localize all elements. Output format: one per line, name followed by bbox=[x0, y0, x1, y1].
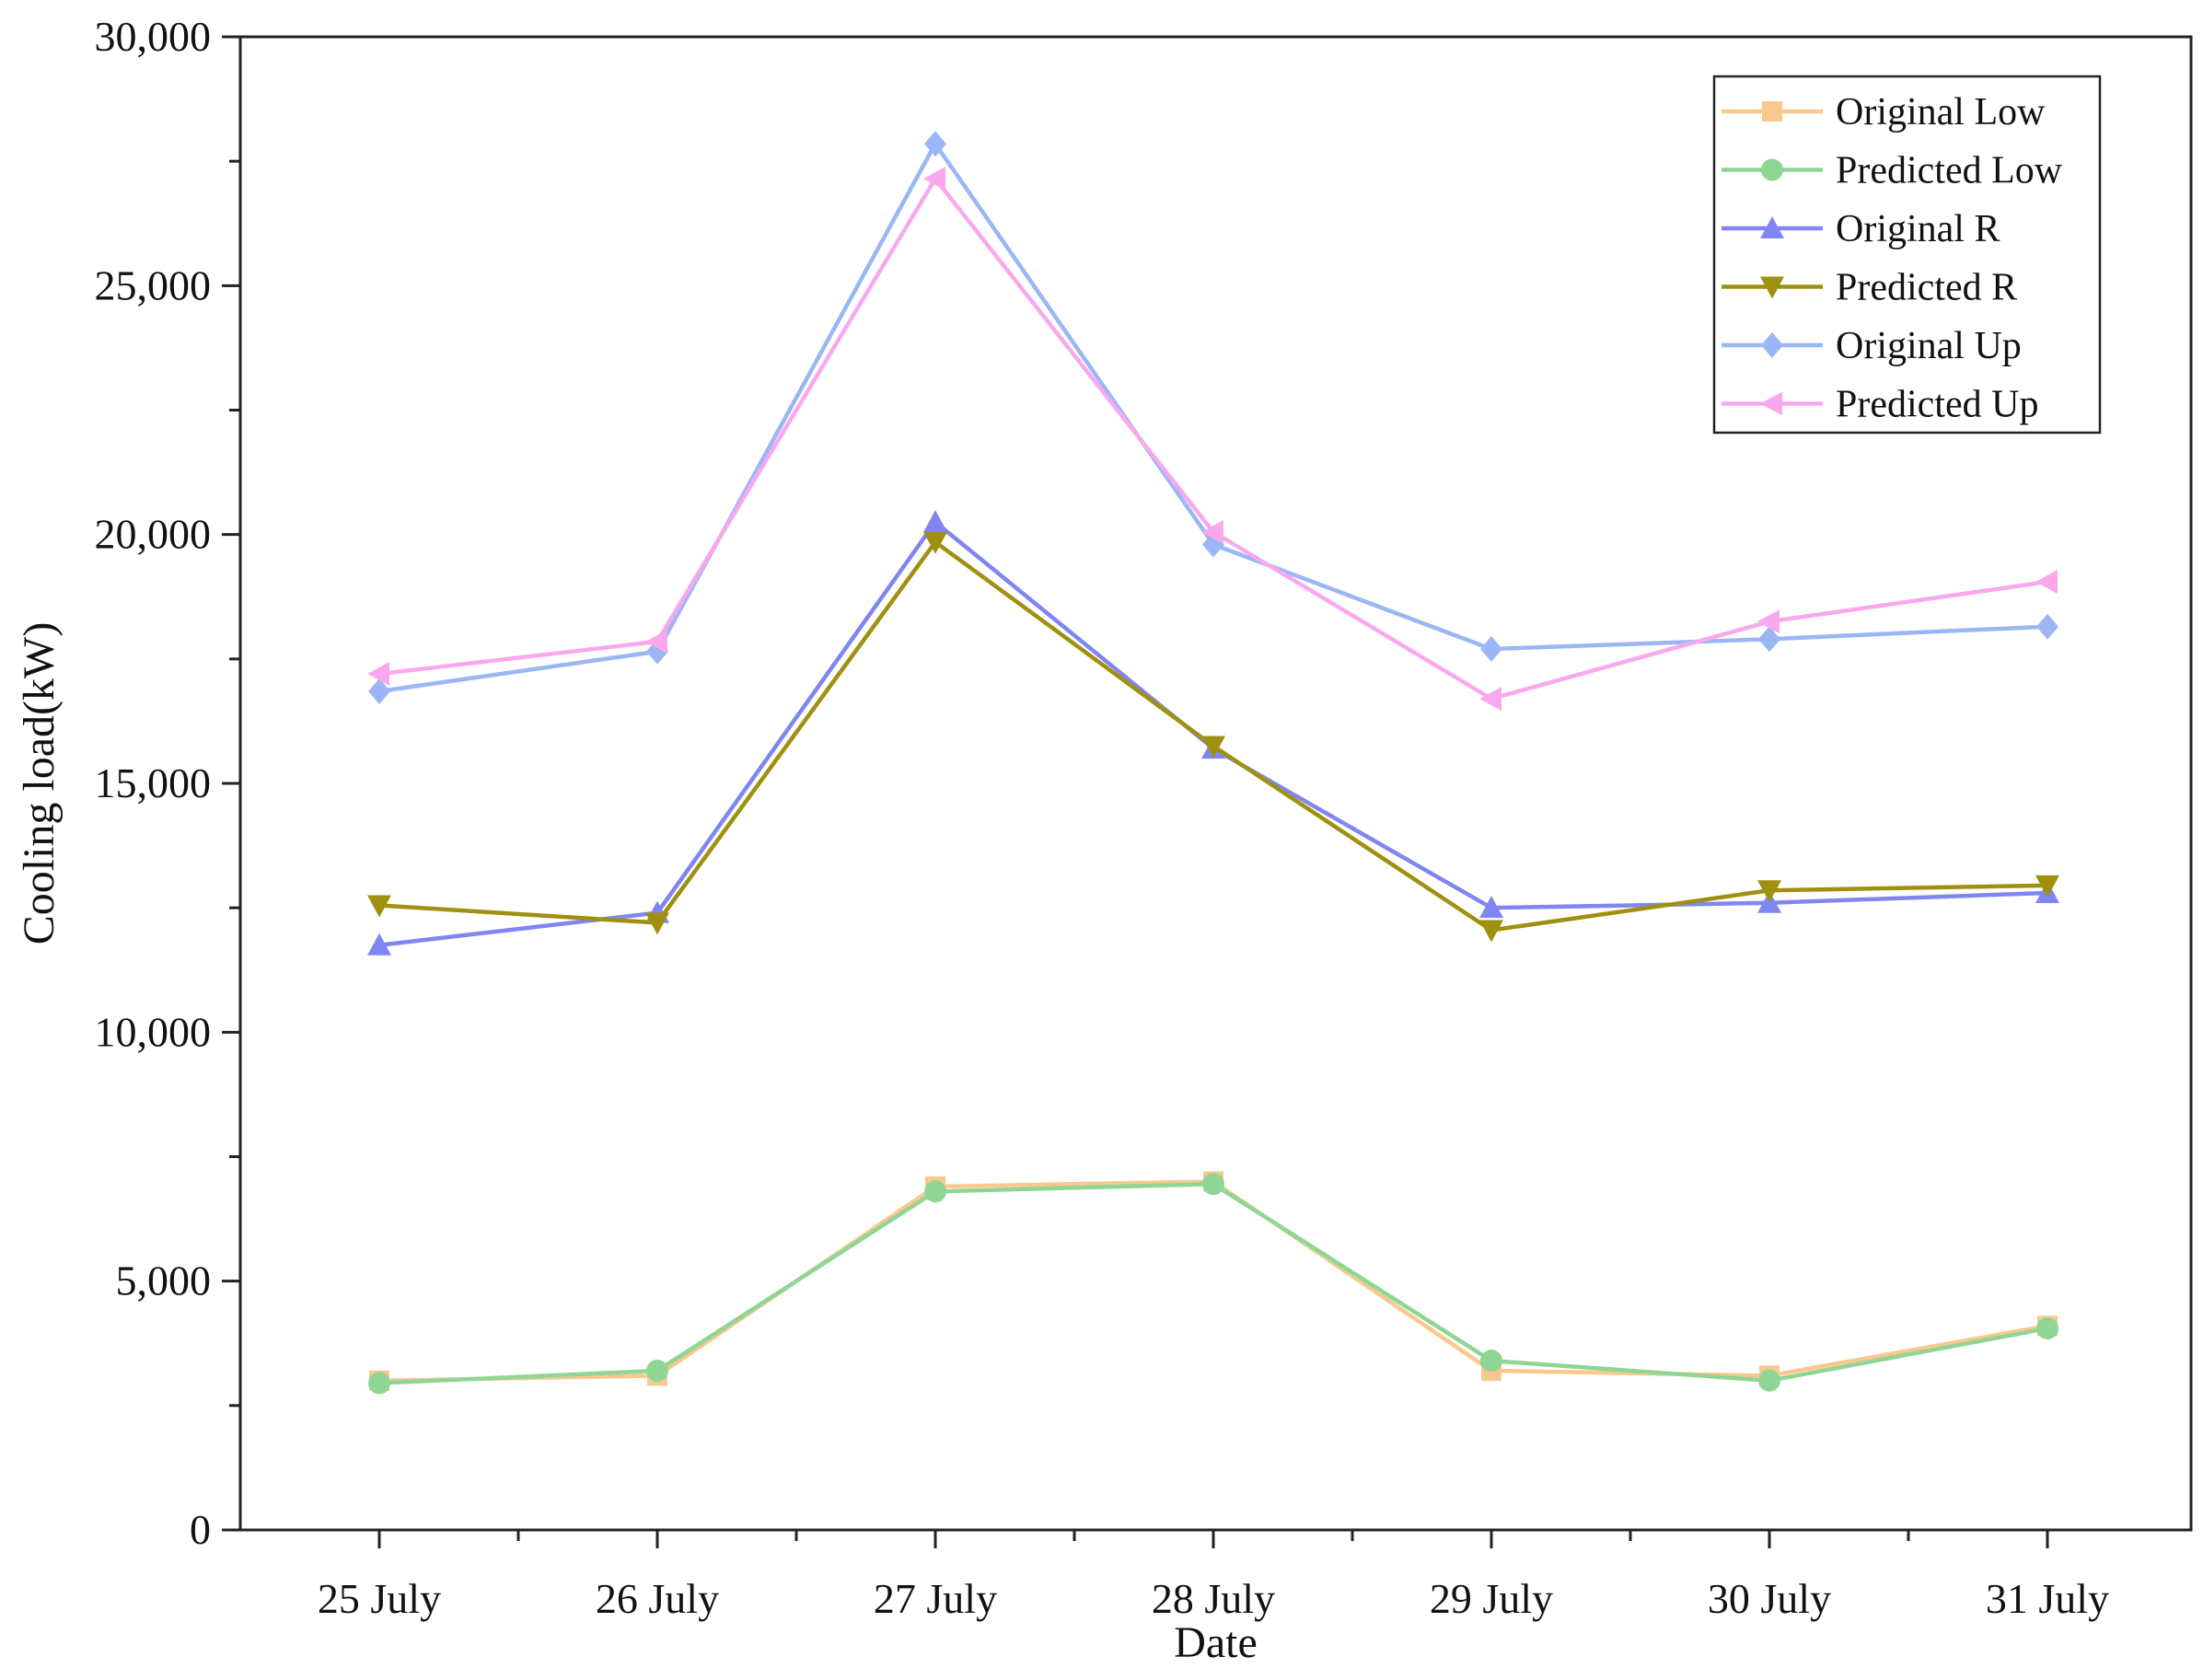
data-point-original-up bbox=[368, 678, 390, 704]
series-predicted-r bbox=[367, 531, 2059, 943]
data-point-predicted-low bbox=[1758, 1369, 1780, 1392]
series-line-original-low bbox=[378, 1179, 2048, 1384]
series-original-up bbox=[368, 131, 2058, 704]
series-predicted-up bbox=[367, 167, 2058, 712]
legend-marker-original-low bbox=[1762, 101, 1782, 122]
legend-label-original-r: Original R bbox=[1836, 208, 2000, 250]
x-tick-label: 30 July bbox=[1708, 1575, 1831, 1622]
legend-item-original-low: Original Low bbox=[1722, 91, 2046, 133]
x-tick-label: 25 July bbox=[318, 1575, 441, 1622]
data-point-predicted-r bbox=[2035, 875, 2059, 898]
x-tick-label: 27 July bbox=[874, 1575, 997, 1622]
series-layer bbox=[367, 131, 2059, 1395]
y-tick-label: 25,000 bbox=[95, 261, 212, 308]
data-point-predicted-r bbox=[367, 895, 391, 918]
y-tick-label: 20,000 bbox=[95, 511, 212, 558]
legend-item-predicted-low: Predicted Low bbox=[1722, 150, 2063, 192]
x-tick-label: 28 July bbox=[1152, 1575, 1275, 1622]
data-point-predicted-up bbox=[645, 629, 667, 654]
data-point-predicted-low bbox=[1480, 1350, 1502, 1373]
data-point-predicted-r bbox=[923, 531, 947, 554]
x-tick-label: 29 July bbox=[1430, 1575, 1553, 1622]
legend-box bbox=[1712, 75, 2102, 434]
data-point-predicted-r bbox=[1479, 920, 1503, 943]
y-tick-label: 15,000 bbox=[95, 759, 212, 806]
data-point-predicted-up bbox=[1479, 687, 1502, 712]
series-predicted-low bbox=[368, 1173, 2058, 1395]
series-line-original-r bbox=[378, 519, 2048, 947]
legend-label-predicted-low: Predicted Low bbox=[1836, 150, 2063, 192]
data-point-predicted-r bbox=[1757, 880, 1781, 903]
y-axis-title: Cooling load(kW) bbox=[15, 622, 64, 945]
data-point-original-up bbox=[1480, 636, 1502, 663]
legend-label-predicted-r: Predicted R bbox=[1836, 267, 2017, 309]
data-point-original-r bbox=[923, 510, 947, 533]
data-point-predicted-r bbox=[1201, 736, 1225, 759]
y-tick-label: 5,000 bbox=[116, 1257, 212, 1304]
legend-label-original-low: Original Low bbox=[1836, 91, 2046, 133]
data-point-predicted-up bbox=[1201, 519, 1223, 544]
legend-label-original-up: Original Up bbox=[1836, 325, 2022, 367]
legend-label-predicted-up: Predicted Up bbox=[1836, 384, 2038, 426]
x-axis-title: Date bbox=[1174, 1618, 1258, 1667]
data-point-predicted-low bbox=[2036, 1317, 2058, 1340]
x-tick-label: 31 July bbox=[1986, 1575, 2109, 1622]
legend-item-original-up: Original Up bbox=[1722, 325, 2022, 367]
legend: Original Low Predicted Low Original R Predi… bbox=[1712, 75, 2102, 434]
y-axis: 0 5,000 10,000 15,000 20,000 25,000 30,000 bbox=[95, 13, 240, 1553]
series-line-predicted-low bbox=[378, 1181, 2048, 1385]
data-point-original-up bbox=[1758, 626, 1780, 653]
data-point-predicted-low bbox=[1202, 1173, 1224, 1196]
legend-marker-predicted-up bbox=[1760, 391, 1782, 416]
legend-marker-predicted-low bbox=[1761, 158, 1783, 181]
legend-marker-original-up bbox=[1761, 332, 1783, 358]
data-point-original-up bbox=[924, 131, 946, 157]
data-point-predicted-low bbox=[924, 1180, 946, 1203]
legend-item-predicted-up: Predicted Up bbox=[1722, 384, 2038, 426]
legend-item-predicted-r: Predicted R bbox=[1722, 267, 2017, 309]
data-point-predicted-up bbox=[2035, 570, 2058, 595]
series-original-low bbox=[369, 1171, 2058, 1391]
legend-marker-original-r bbox=[1760, 216, 1784, 238]
data-point-original-r bbox=[1479, 896, 1503, 919]
data-point-predicted-r bbox=[645, 912, 669, 935]
data-point-predicted-up bbox=[923, 167, 945, 191]
y-tick-label: 10,000 bbox=[95, 1008, 212, 1055]
data-point-predicted-up bbox=[1757, 609, 1780, 634]
data-point-original-r bbox=[367, 933, 391, 956]
y-tick-label: 0 bbox=[190, 1506, 211, 1553]
data-point-predicted-low bbox=[646, 1359, 668, 1382]
data-point-predicted-up bbox=[367, 662, 389, 687]
y-tick-label: 30,000 bbox=[95, 13, 212, 60]
data-point-predicted-low bbox=[368, 1372, 390, 1395]
data-point-original-up bbox=[2036, 613, 2058, 640]
legend-item-original-r: Original R bbox=[1722, 208, 2000, 250]
x-axis: 25 July 26 July 27 July 28 July 29 July 30 Ju… bbox=[318, 1530, 2109, 1622]
legend-marker-predicted-r bbox=[1760, 276, 1784, 299]
x-tick-label: 26 July bbox=[596, 1575, 719, 1622]
